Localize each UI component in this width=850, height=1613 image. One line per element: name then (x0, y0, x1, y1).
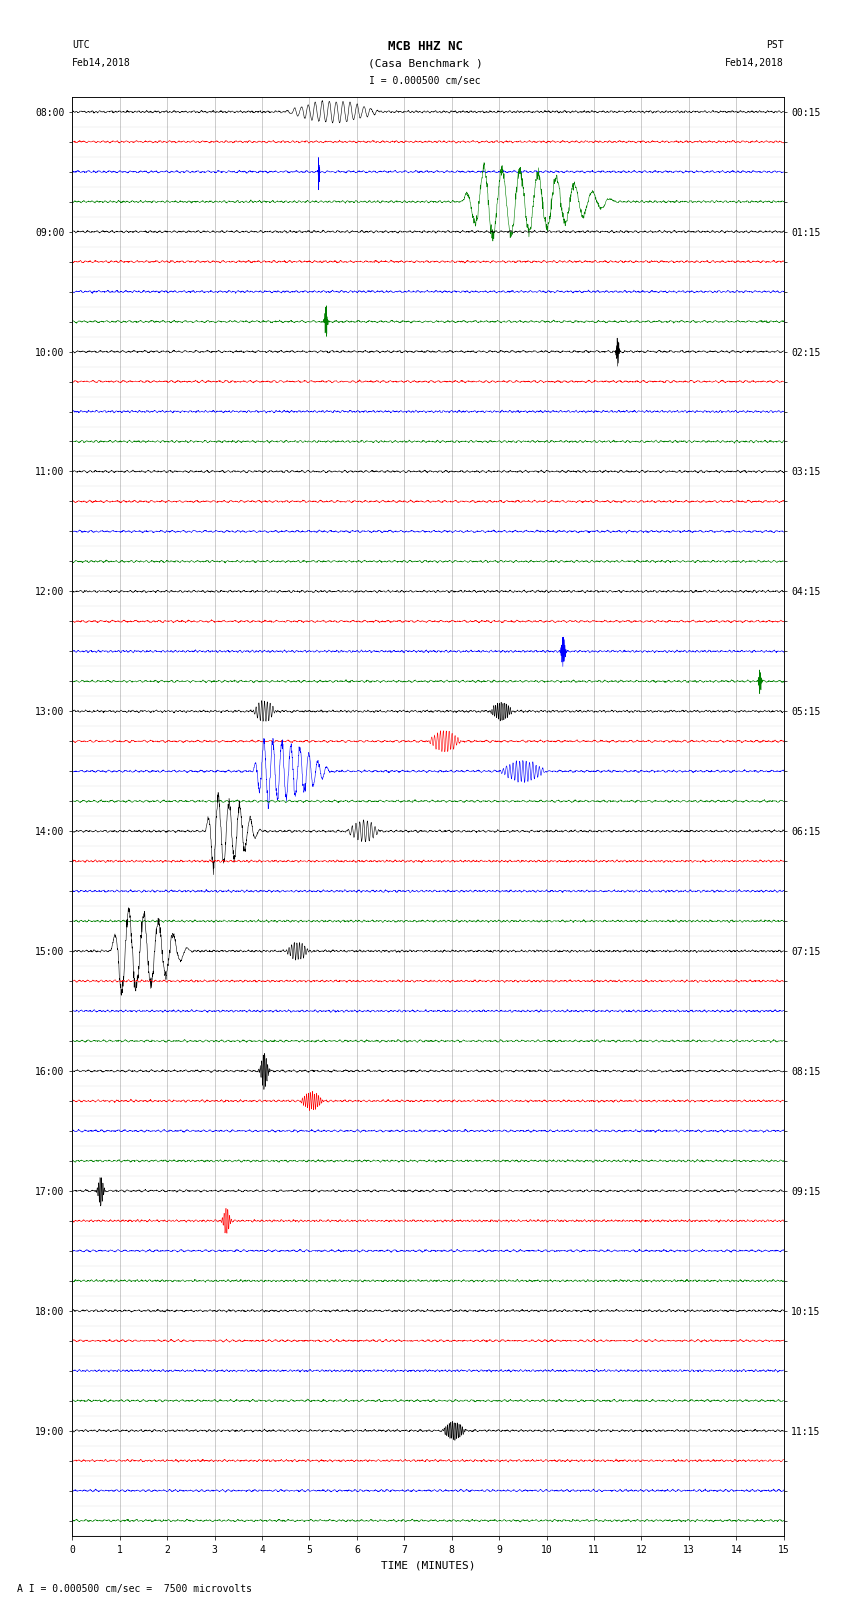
Text: UTC: UTC (72, 40, 90, 50)
Text: I = 0.000500 cm/sec: I = 0.000500 cm/sec (369, 76, 481, 85)
Text: Feb14,2018: Feb14,2018 (72, 58, 131, 68)
Text: MCB HHZ NC: MCB HHZ NC (388, 40, 462, 53)
X-axis label: TIME (MINUTES): TIME (MINUTES) (381, 1560, 475, 1569)
Text: Feb14,2018: Feb14,2018 (725, 58, 784, 68)
Text: (Casa Benchmark ): (Casa Benchmark ) (367, 58, 483, 68)
Text: PST: PST (766, 40, 784, 50)
Text: A I = 0.000500 cm/sec =  7500 microvolts: A I = 0.000500 cm/sec = 7500 microvolts (17, 1584, 252, 1594)
